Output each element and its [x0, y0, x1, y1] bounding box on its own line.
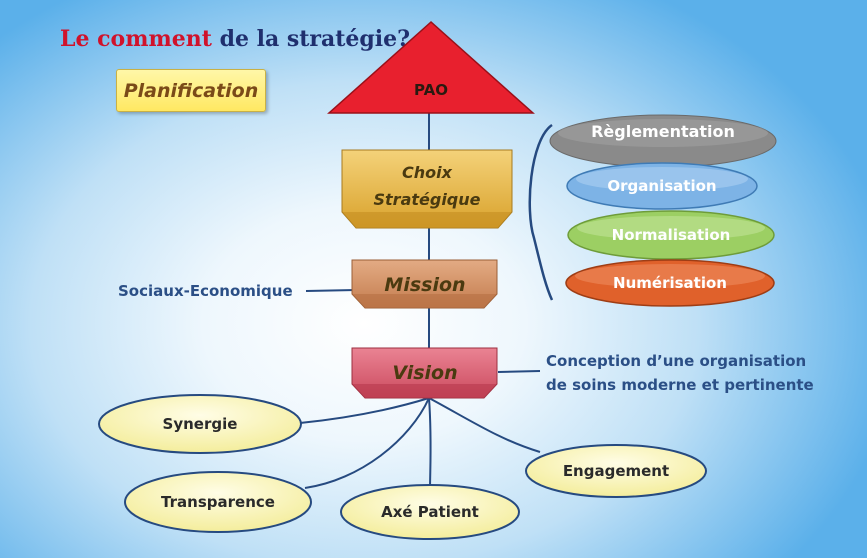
conception-line1: Conception d’une organisation: [546, 352, 806, 370]
value-engagement: Engagement: [525, 444, 707, 498]
connector-vision-axe: [428, 397, 432, 491]
pillar-normalisation: Normalisation: [567, 210, 775, 260]
mission-box: Mission: [351, 259, 498, 309]
connectors: [299, 113, 554, 491]
pillar-organisation-label: Organisation: [607, 177, 716, 195]
pao-label: PAO: [414, 81, 448, 99]
connector-vision-conception: [497, 370, 541, 373]
pillar-reglementation-label: Règlementation: [591, 122, 735, 141]
vision-box: Vision: [351, 347, 498, 399]
pillar-numerisation: Numérisation: [565, 259, 775, 307]
connector-vision-transparence: [304, 397, 430, 489]
choix-label-line2: Stratégique: [374, 190, 481, 209]
value-engagement-label: Engagement: [563, 462, 669, 480]
choix-strategique-box: Choix Stratégique: [341, 149, 513, 229]
pillar-organisation: Organisation: [566, 162, 758, 210]
value-axe-patient: Axé Patient: [340, 484, 520, 540]
value-transparence-label: Transparence: [161, 493, 275, 511]
pillar-normalisation-label: Normalisation: [612, 226, 731, 244]
mission-label: Mission: [384, 274, 465, 296]
connector-vision-engagement: [428, 397, 541, 453]
planification-label: Planification: [123, 79, 259, 102]
sociaux-economique-label: Sociaux-Economique: [118, 282, 293, 300]
conception-line2: de soins moderne et pertinente: [546, 376, 814, 394]
pillars-bracket: [528, 123, 554, 301]
connector-vision-synergie: [299, 397, 430, 424]
value-synergie-label: Synergie: [163, 415, 238, 433]
planification-box: Planification: [116, 69, 266, 112]
choix-label-line1: Choix: [402, 163, 453, 182]
value-transparence: Transparence: [124, 471, 312, 533]
pillar-numerisation-label: Numérisation: [613, 274, 727, 292]
connector-sociaux-mission: [305, 289, 357, 292]
slide-title: Le comment de la stratégie?: [60, 26, 410, 52]
title-accent: Le comment: [60, 26, 212, 52]
pillar-reglementation: Règlementation: [549, 114, 777, 168]
vision-label: Vision: [392, 362, 457, 384]
title-rest: de la stratégie?: [211, 26, 411, 52]
value-axe-patient-label: Axé Patient: [381, 503, 479, 521]
value-synergie: Synergie: [98, 394, 302, 454]
pao-roof: PAO: [327, 20, 535, 114]
